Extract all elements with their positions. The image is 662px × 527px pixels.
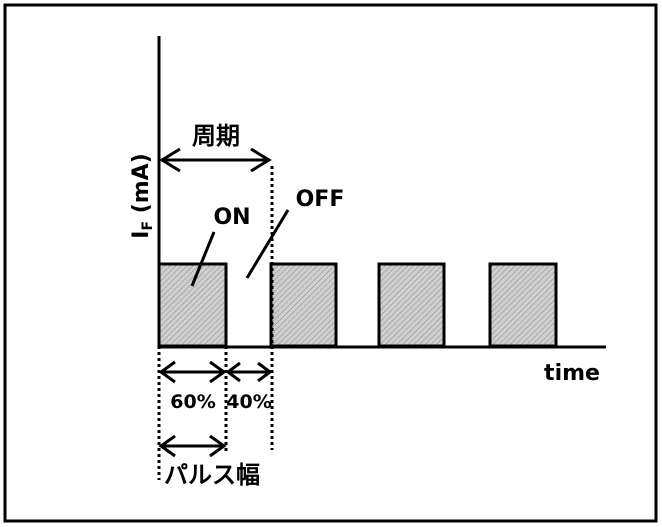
off-ratio-label: 40% (226, 391, 271, 413)
on-leader-line (190, 231, 216, 287)
pulse-width-arrow (158, 434, 227, 458)
dotted-guides (157, 166, 274, 480)
x-axis-label: time (544, 361, 600, 386)
pulse-4 (488, 262, 558, 348)
pulse-1 (157, 262, 228, 348)
period-arrow (159, 147, 272, 173)
pulse-3 (377, 262, 446, 348)
y-axis-label: IF (mA) (129, 153, 156, 238)
pulse-width-label: パルス幅 (164, 461, 260, 489)
period-label: 周期 (192, 122, 240, 150)
on-ratio-arrow (158, 360, 227, 384)
off-ratio-arrow (225, 361, 273, 383)
off-leader-line (245, 209, 290, 279)
on-label: ON (213, 205, 250, 230)
pulse-2 (269, 262, 338, 348)
on-ratio-label: 60% (170, 391, 215, 413)
off-label: OFF (296, 187, 345, 212)
